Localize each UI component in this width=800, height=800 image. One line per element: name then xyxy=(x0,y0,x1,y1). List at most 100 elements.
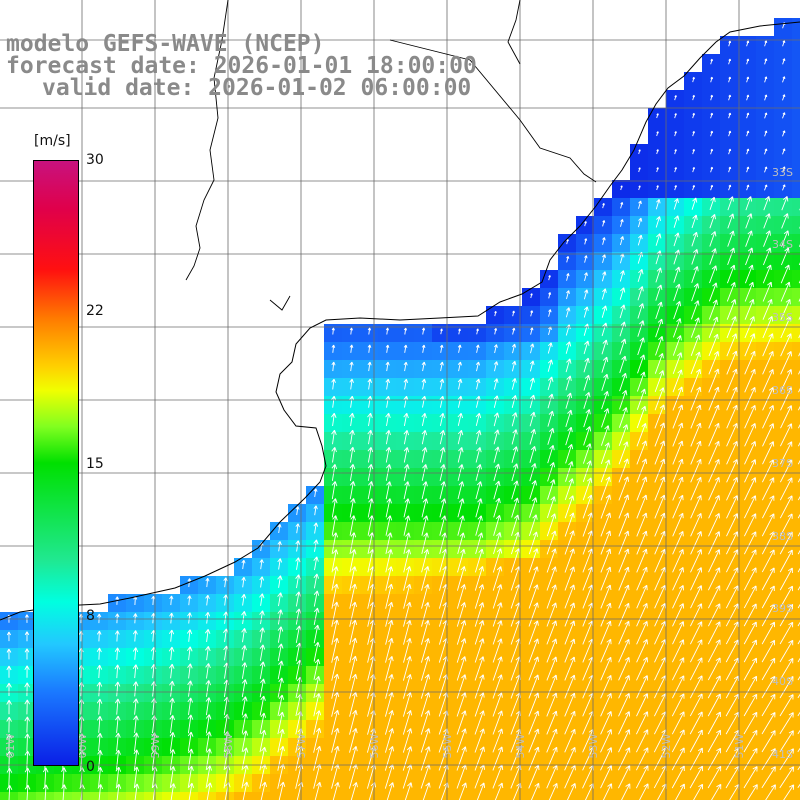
wind-arrow xyxy=(725,639,739,663)
wind-arrow xyxy=(242,781,249,800)
wind-arrow xyxy=(548,782,558,800)
wind-arrow xyxy=(582,512,593,537)
wind-arrow xyxy=(746,94,750,101)
wind-cell xyxy=(792,396,800,414)
wind-arrow xyxy=(725,585,739,609)
wind-arrow xyxy=(492,602,503,627)
wind-arrow xyxy=(547,376,554,391)
wind-arrow xyxy=(24,699,30,715)
wind-arrow xyxy=(313,607,320,625)
wind-cell xyxy=(792,594,800,612)
wind-arrow xyxy=(618,530,630,555)
wind-arrow xyxy=(493,480,501,500)
wind-arrow xyxy=(761,477,775,501)
wind-arrow xyxy=(727,213,735,229)
wind-arrow xyxy=(547,479,556,500)
wind-arrow xyxy=(529,463,537,482)
wind-arrow xyxy=(637,217,643,228)
wind-arrow xyxy=(692,130,695,137)
wind-arrow xyxy=(671,693,685,717)
wind-arrow xyxy=(475,498,483,518)
wind-arrow xyxy=(528,548,539,573)
wind-cell xyxy=(108,792,126,800)
wind-arrow xyxy=(780,247,790,266)
wind-arrow xyxy=(708,422,720,447)
wind-arrow xyxy=(654,584,666,609)
wind-arrow xyxy=(743,495,757,519)
wind-arrow xyxy=(728,94,732,101)
wind-arrow xyxy=(779,495,793,519)
wind-arrow xyxy=(402,674,412,699)
wind-arrow xyxy=(384,746,395,771)
wind-arrow xyxy=(689,657,703,681)
wind-arrow xyxy=(402,746,413,771)
wind-arrow xyxy=(692,166,695,173)
wind-cell xyxy=(792,270,800,288)
wind-cell xyxy=(792,522,800,540)
wind-arrow xyxy=(690,476,702,501)
wind-arrow xyxy=(385,549,393,573)
wind-arrow xyxy=(186,629,193,642)
wind-arrow xyxy=(765,784,776,800)
wind-arrow xyxy=(564,548,575,573)
colorbar-tick-8: 8 xyxy=(86,608,95,624)
wind-arrow xyxy=(564,674,576,699)
wind-arrow xyxy=(617,765,631,789)
wind-arrow xyxy=(349,655,358,681)
wind-arrow xyxy=(402,728,413,753)
wind-arrow xyxy=(565,409,573,428)
wind-arrow xyxy=(187,612,192,624)
wind-arrow xyxy=(421,566,430,591)
wind-arrow xyxy=(241,611,247,624)
wind-arrow xyxy=(331,566,339,591)
wind-arrow xyxy=(475,378,481,390)
wind-arrow xyxy=(689,765,703,789)
wind-arrow xyxy=(546,566,557,591)
wind-arrow xyxy=(24,665,30,678)
wind-arrow xyxy=(493,497,501,518)
wind-arrow xyxy=(277,694,285,716)
wind-arrow xyxy=(313,590,320,607)
wind-arrow xyxy=(746,40,750,47)
wind-arrow xyxy=(205,577,210,588)
wind-cell xyxy=(792,234,800,252)
wind-arrow xyxy=(61,784,67,800)
wind-arrow xyxy=(546,638,558,663)
wind-arrow xyxy=(762,264,772,284)
wind-arrow xyxy=(385,583,394,609)
wind-arrow xyxy=(511,360,517,372)
wind-arrow xyxy=(602,220,606,227)
wind-cell xyxy=(792,720,800,738)
wind-arrow xyxy=(744,368,756,393)
wind-cell xyxy=(792,648,800,666)
wind-arrow xyxy=(726,404,738,429)
wind-arrow xyxy=(24,682,30,697)
wind-cell xyxy=(342,792,360,800)
wind-arrow xyxy=(512,310,515,317)
wind-arrow xyxy=(331,429,337,445)
wind-arrow xyxy=(512,327,516,335)
wind-arrow xyxy=(511,377,517,390)
wind-arrow xyxy=(186,646,193,661)
wind-arrow xyxy=(313,710,322,735)
wind-arrow xyxy=(349,745,358,771)
wind-arrow xyxy=(187,731,194,752)
wind-arrow xyxy=(746,166,750,173)
wind-arrow xyxy=(726,513,739,537)
wind-arrow xyxy=(600,674,612,699)
wind-arrow xyxy=(672,422,684,447)
wind-arrow xyxy=(745,230,753,247)
wind-cell xyxy=(792,252,800,270)
wind-arrow xyxy=(728,130,732,137)
wind-arrow xyxy=(744,477,757,501)
wind-arrow xyxy=(475,481,483,500)
wind-arrow xyxy=(728,166,732,173)
wind-arrow xyxy=(743,549,757,573)
wind-arrow xyxy=(707,603,721,627)
wind-arrow xyxy=(420,692,431,717)
wind-arrow xyxy=(761,657,776,681)
wind-arrow xyxy=(639,783,649,800)
wind-arrow xyxy=(349,327,354,335)
wind-arrow xyxy=(764,166,768,173)
wind-arrow xyxy=(655,318,664,338)
